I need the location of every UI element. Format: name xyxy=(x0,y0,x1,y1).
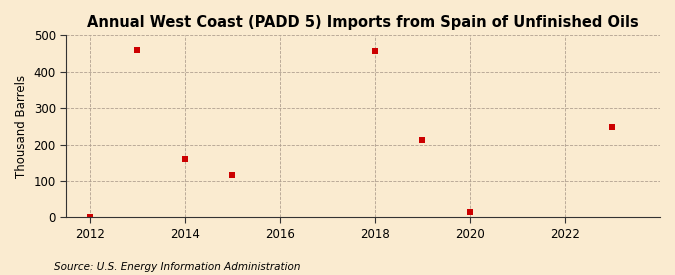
Y-axis label: Thousand Barrels: Thousand Barrels xyxy=(15,75,28,178)
Title: Annual West Coast (PADD 5) Imports from Spain of Unfinished Oils: Annual West Coast (PADD 5) Imports from … xyxy=(87,15,639,30)
Text: Source: U.S. Energy Information Administration: Source: U.S. Energy Information Administ… xyxy=(54,262,300,272)
